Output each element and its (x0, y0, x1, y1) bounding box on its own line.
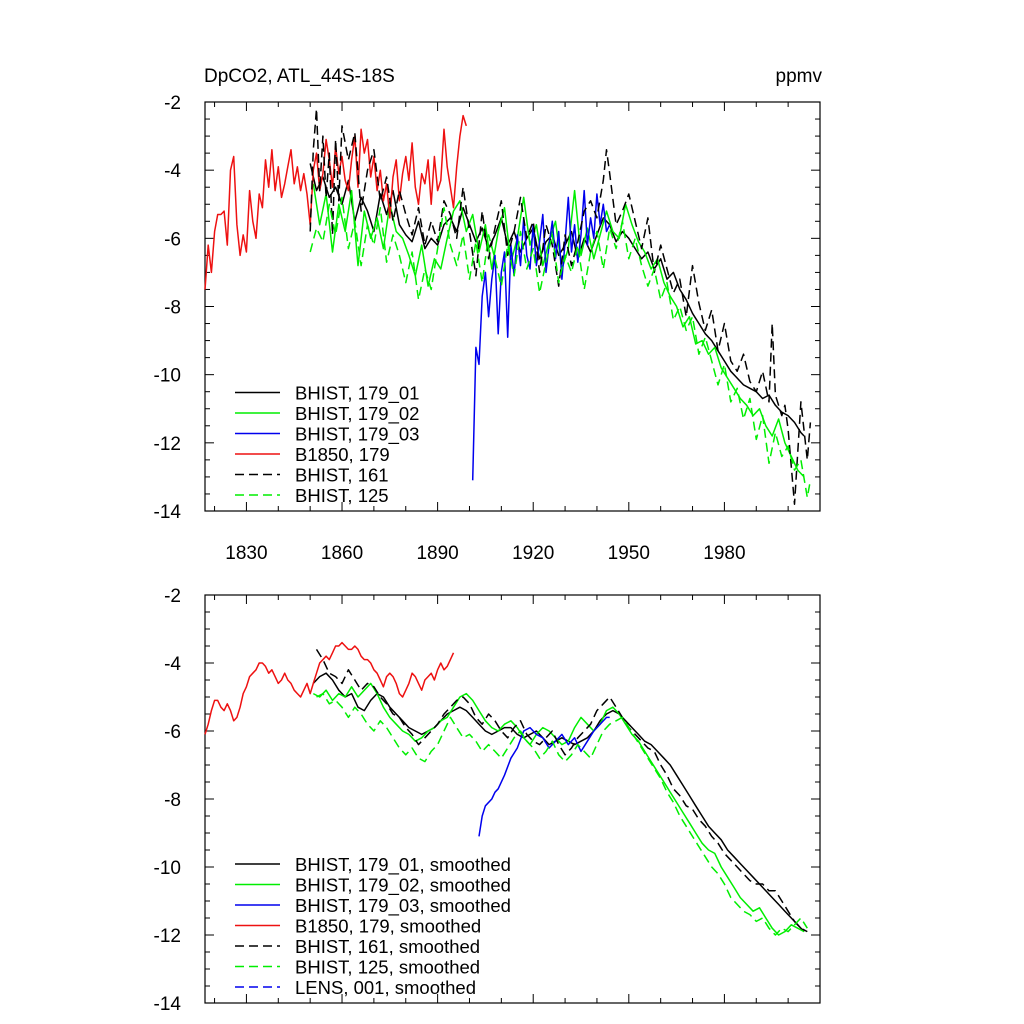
legend-label: BHIST, 161 (295, 465, 389, 486)
y-tick-label: -2 (164, 586, 181, 607)
series-line-green-dashed (316, 692, 808, 936)
y-tick-label: -2 (164, 93, 181, 114)
legend-label: BHIST, 179_01, smoothed (295, 854, 511, 876)
series-line-green-dashed (309, 196, 812, 499)
legend-label: BHIST, 179_03 (295, 424, 419, 446)
series-line-red (204, 641, 455, 735)
legend-label: BHIST, 125, smoothed (295, 957, 480, 978)
y-tick-label: -6 (164, 722, 181, 743)
y-tick-label: -8 (164, 298, 181, 319)
bottom-panel: -2 -4 -6 -8 -10 -12 -14 BHIST, 179_01, smoothed… (154, 586, 821, 1015)
legend-label: BHIST, 179_02, smoothed (295, 875, 511, 897)
y-tick-label: -8 (164, 790, 181, 811)
y-tick-label: -12 (154, 926, 181, 947)
series-line-black-dashed (315, 649, 808, 933)
y-tick-label: -6 (164, 229, 181, 250)
legend-label: BHIST, 179_01 (295, 383, 419, 405)
series-line-black (312, 672, 805, 933)
y-tick-label: -10 (154, 858, 181, 879)
legend-label: BHIST, 179_03, smoothed (295, 895, 511, 917)
legend-label: B1850, 179 (295, 444, 390, 465)
x-tick-label: 1860 (321, 543, 363, 564)
y-tick-label: -4 (164, 654, 181, 675)
x-tick-label: 1950 (608, 543, 650, 564)
top-panel: -2 -4 -6 -8 -10 -12 -14 1830 1860 1890 1920 1950 198… (154, 93, 821, 564)
series-line-blue (478, 716, 610, 837)
series-line-black (309, 163, 805, 437)
y-tick-label: -14 (154, 994, 182, 1015)
x-tick-label: 1830 (225, 543, 267, 564)
legend-label: BHIST, 179_02 (295, 403, 419, 425)
legend-label: B1850, 179, smoothed (295, 916, 481, 937)
legend-label: BHIST, 125 (295, 485, 389, 506)
x-tick-label: 1920 (512, 543, 554, 564)
x-tick-label: 1890 (416, 543, 458, 564)
y-tick-label: -12 (154, 434, 181, 455)
y-tick-label: -10 (154, 366, 181, 387)
figure-units: ppmv (776, 66, 823, 87)
legend-label: BHIST, 161, smoothed (295, 936, 480, 957)
series-line-blue (471, 189, 611, 481)
legend-label: LENS, 001, smoothed (295, 977, 476, 998)
x-tick-label: 1980 (703, 543, 745, 564)
series-line-black-dashed (309, 108, 812, 505)
y-tick-label: -4 (164, 161, 181, 182)
series-line-green (312, 682, 805, 936)
figure-title: DpCO2, ATL_44S-18S (204, 66, 395, 87)
y-tick-label: -14 (154, 502, 182, 523)
